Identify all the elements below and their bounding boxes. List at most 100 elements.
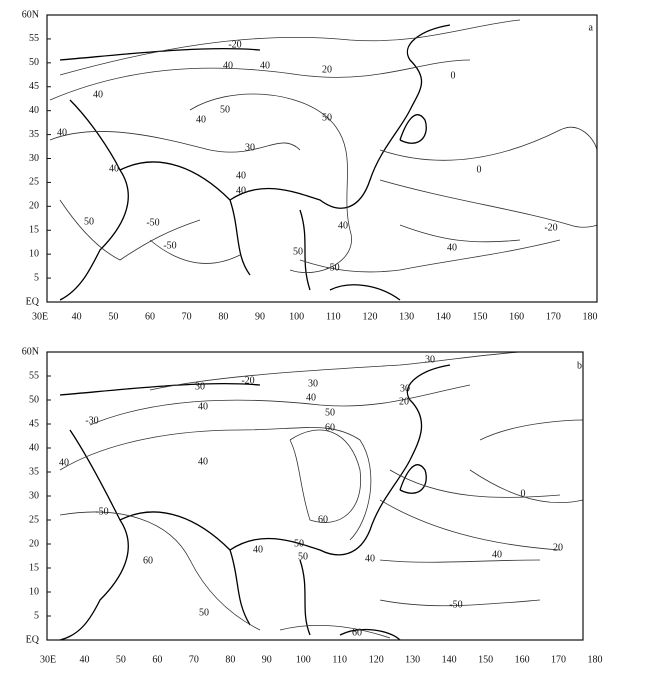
contour-label: 50 [293, 246, 303, 257]
contour-label: 60 [352, 627, 362, 638]
contour-label: -50 [449, 599, 462, 610]
contour-label: 30 [308, 378, 318, 389]
panel-label: a [589, 22, 594, 33]
longitude-label: 80 [218, 311, 228, 322]
longitude-label: 60 [145, 311, 155, 322]
contour-label: 0 [477, 164, 482, 175]
label-backdrop [550, 542, 566, 554]
contour-label: -20 [544, 222, 557, 233]
longitude-label: 170 [551, 654, 566, 665]
latitude-label: 15 [29, 225, 39, 236]
longitude-label: 140 [442, 654, 457, 665]
latitude-label: 50 [29, 57, 39, 68]
contour-line [59, 199, 201, 261]
latitude-label: 50 [29, 394, 39, 405]
latitude-label: 45 [29, 418, 39, 429]
longitude-label: 140 [436, 311, 451, 322]
coastline [119, 161, 251, 276]
label-backdrop [489, 549, 505, 561]
latitude-label: 40 [29, 442, 39, 453]
contour-label: 50 [322, 112, 332, 123]
label-backdrop [233, 170, 249, 182]
latitude-label: 20 [29, 538, 39, 549]
longitude-label: 80 [225, 654, 235, 665]
contour-line [149, 351, 521, 391]
label-backdrop [193, 114, 209, 126]
contour-label: 20 [553, 542, 563, 553]
contour-line [379, 179, 598, 228]
coastline [119, 511, 251, 626]
contour-label: 40 [253, 544, 263, 555]
contour-label: -50 [163, 240, 176, 251]
longitude-label: 160 [515, 654, 530, 665]
longitude-label: 100 [296, 654, 311, 665]
contour-label: 40 [365, 553, 375, 564]
label-backdrop [250, 544, 266, 556]
latitude-label: 55 [29, 370, 39, 381]
contour-label: 40 [57, 127, 67, 138]
longitude-label: 150 [478, 654, 493, 665]
contour-line [149, 239, 241, 264]
coastline [399, 464, 427, 494]
latitude-label: 55 [29, 33, 39, 44]
contour-line [89, 384, 471, 426]
contour-label: 30 [245, 142, 255, 153]
contour-line [279, 625, 391, 639]
latitude-label: EQ [26, 296, 40, 307]
label-backdrop [162, 240, 178, 252]
contour-label: -50 [326, 262, 339, 273]
label-backdrop [315, 514, 331, 526]
label-backdrop [90, 89, 106, 101]
label-backdrop [325, 262, 341, 274]
label-backdrop [543, 222, 559, 234]
longitude-label: 50 [116, 654, 126, 665]
latitude-label: 5 [34, 272, 39, 283]
label-backdrop [195, 401, 211, 413]
label-backdrop [81, 216, 97, 228]
contour-label: 40 [338, 220, 348, 231]
latitude-label: 35 [29, 129, 39, 140]
contour-label: 20 [322, 64, 332, 75]
longitude-label: 170 [546, 311, 561, 322]
label-backdrop [196, 607, 212, 619]
longitude-label: 30E [32, 311, 48, 322]
contour-label: 0 [451, 70, 456, 81]
longitude-label: 120 [369, 654, 384, 665]
contour-label: -20 [228, 39, 241, 50]
contour-label: 40 [447, 242, 457, 253]
longitude-label: 160 [509, 311, 524, 322]
coastline [329, 284, 401, 301]
contour-line [389, 469, 561, 498]
longitude-label: 40 [79, 654, 89, 665]
label-backdrop [471, 164, 487, 176]
label-backdrop [322, 422, 338, 434]
longitude-label: 40 [72, 311, 82, 322]
longitude-label: 70 [189, 654, 199, 665]
label-backdrop [448, 599, 464, 611]
coastline [399, 114, 427, 144]
contour-label: 40 [260, 60, 270, 71]
label-backdrop [195, 456, 211, 468]
map-frame [46, 14, 598, 303]
label-backdrop [445, 70, 461, 82]
longitude-label: 110 [332, 654, 347, 665]
coastline [229, 459, 411, 556]
contour-line [399, 224, 521, 243]
contour-label: 40 [196, 114, 206, 125]
latitude-label: 10 [29, 586, 39, 597]
label-backdrop [54, 127, 70, 139]
latitude-label: 10 [29, 248, 39, 259]
contour-label: 50 [298, 551, 308, 562]
contour-line [299, 239, 561, 273]
label-backdrop [362, 553, 378, 565]
longitude-label: 110 [326, 311, 341, 322]
contour-label: 40 [223, 60, 233, 71]
latitude-label: 60N [22, 9, 39, 20]
label-backdrop [233, 185, 249, 197]
contour-label: 50 [325, 407, 335, 418]
latitude-label: 30 [29, 153, 39, 164]
label-backdrop [322, 407, 338, 419]
contour-label: -50 [146, 217, 159, 228]
coastline [59, 382, 261, 396]
